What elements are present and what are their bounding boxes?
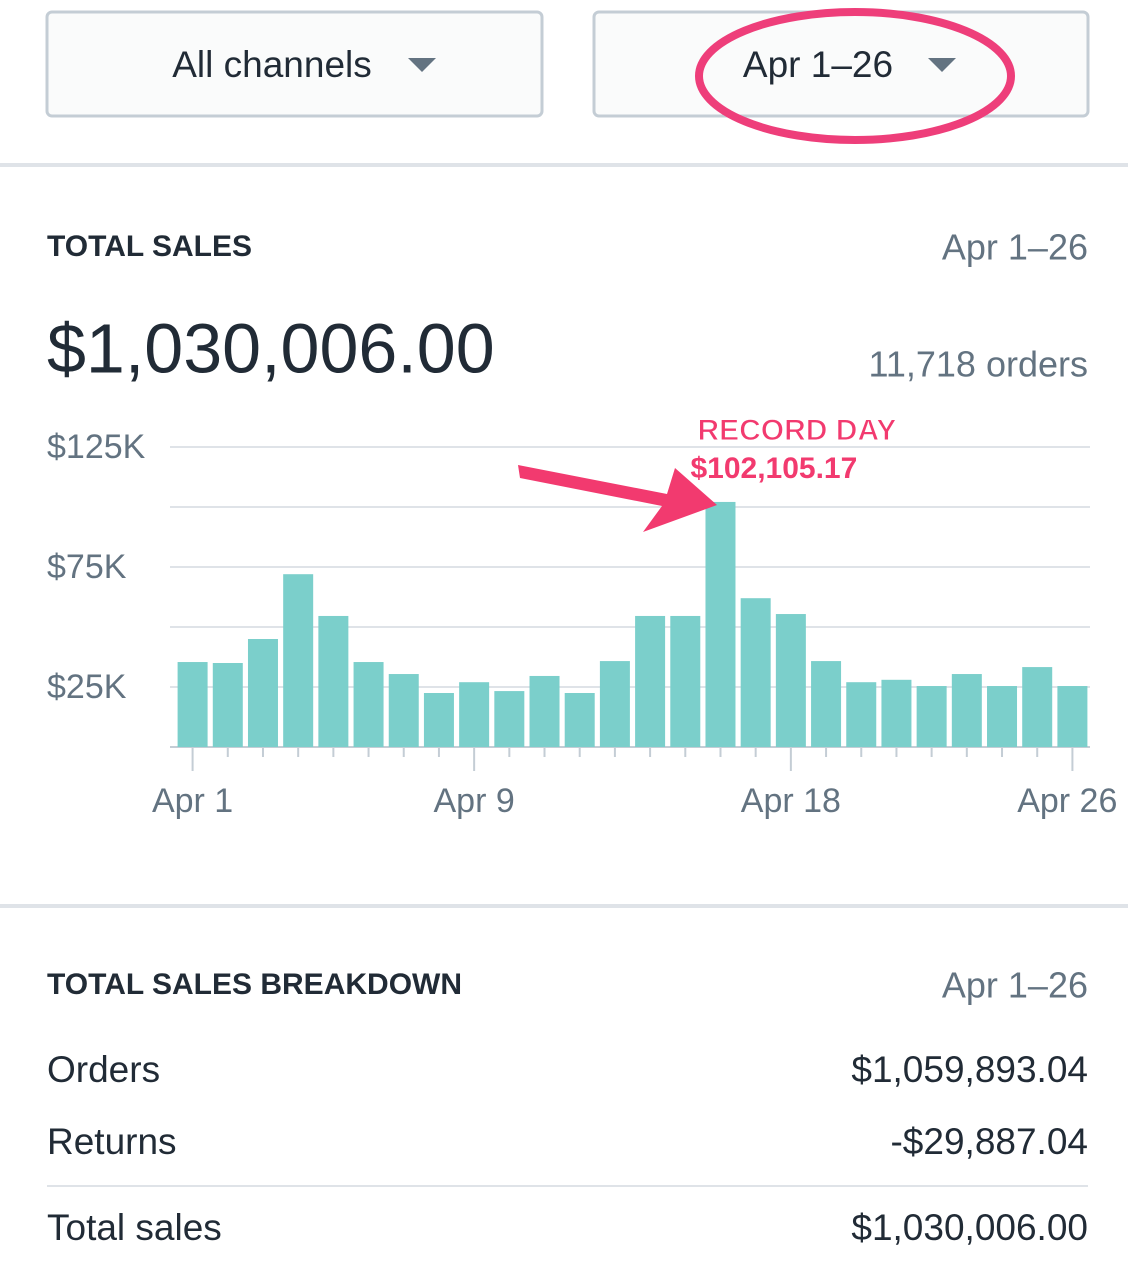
bar [283,574,314,747]
divider [0,904,1128,908]
bar [881,679,912,747]
bar [212,663,243,747]
bar [529,675,560,747]
bar [459,682,490,747]
row-value: $1,059,893.04 [851,1049,1088,1090]
row-label: Total sales [47,1207,222,1248]
bar [564,693,595,747]
bar [247,639,278,747]
y-tick-label: $75K [47,548,127,586]
section-title: TOTAL SALES [47,230,252,263]
bar [916,686,947,747]
date-label: Apr 1–26 [743,44,893,85]
row-value: -$29,887.04 [890,1121,1088,1162]
annotation: RECORD DAY [697,414,896,447]
bar [951,674,982,747]
divider [0,163,1128,167]
y-tick-label: $125K [47,428,146,466]
annotation-arrow [518,465,717,532]
bar [811,661,842,747]
bar [846,682,877,747]
value-label: $102,105.17 [690,452,857,485]
x-tick-label: Apr 9 [434,782,515,820]
date-range: Apr 1–26 [942,965,1088,1006]
bar [388,674,419,747]
dropdown-caret [408,58,436,72]
row-value: $1,030,006.00 [851,1207,1088,1248]
date-range: Apr 1–26 [942,227,1088,268]
chart: $25K $75K $125K Apr 1 Apr 9 RECORD DAY $102,10… [47,413,1117,820]
order-count: 11,718 orders [869,344,1088,385]
bar [635,615,666,747]
bar [353,662,384,747]
bar [318,615,349,747]
bar [705,501,736,747]
highlight-circle [695,8,1015,144]
bar [740,598,771,747]
bar [775,614,806,747]
y-tick-label: $25K [47,668,127,706]
bar [599,661,630,747]
bar [987,686,1018,747]
channel-label: All channels [172,44,372,85]
bar [1022,667,1053,747]
dropdown-caret [928,58,956,72]
bar [494,691,525,747]
total-amount: $1,030,006.00 [47,309,495,387]
section-title: TOTAL SALES BREAKDOWN [47,968,462,1001]
breakdown-rows: Orders $1,059,893.04 Returns -$29,887.04 Tot… [47,1049,1088,1248]
channel-button[interactable] [45,10,544,118]
x-tick-label: Apr 18 [741,782,841,820]
row-label: Orders [47,1049,160,1090]
row-label: Returns [47,1121,177,1162]
bar [1057,686,1088,747]
x-tick-label: Apr 1 [152,782,233,820]
bar [670,615,701,747]
x-tick-label: Apr 26 [1017,782,1117,820]
bar [423,693,454,747]
bar [177,662,208,747]
